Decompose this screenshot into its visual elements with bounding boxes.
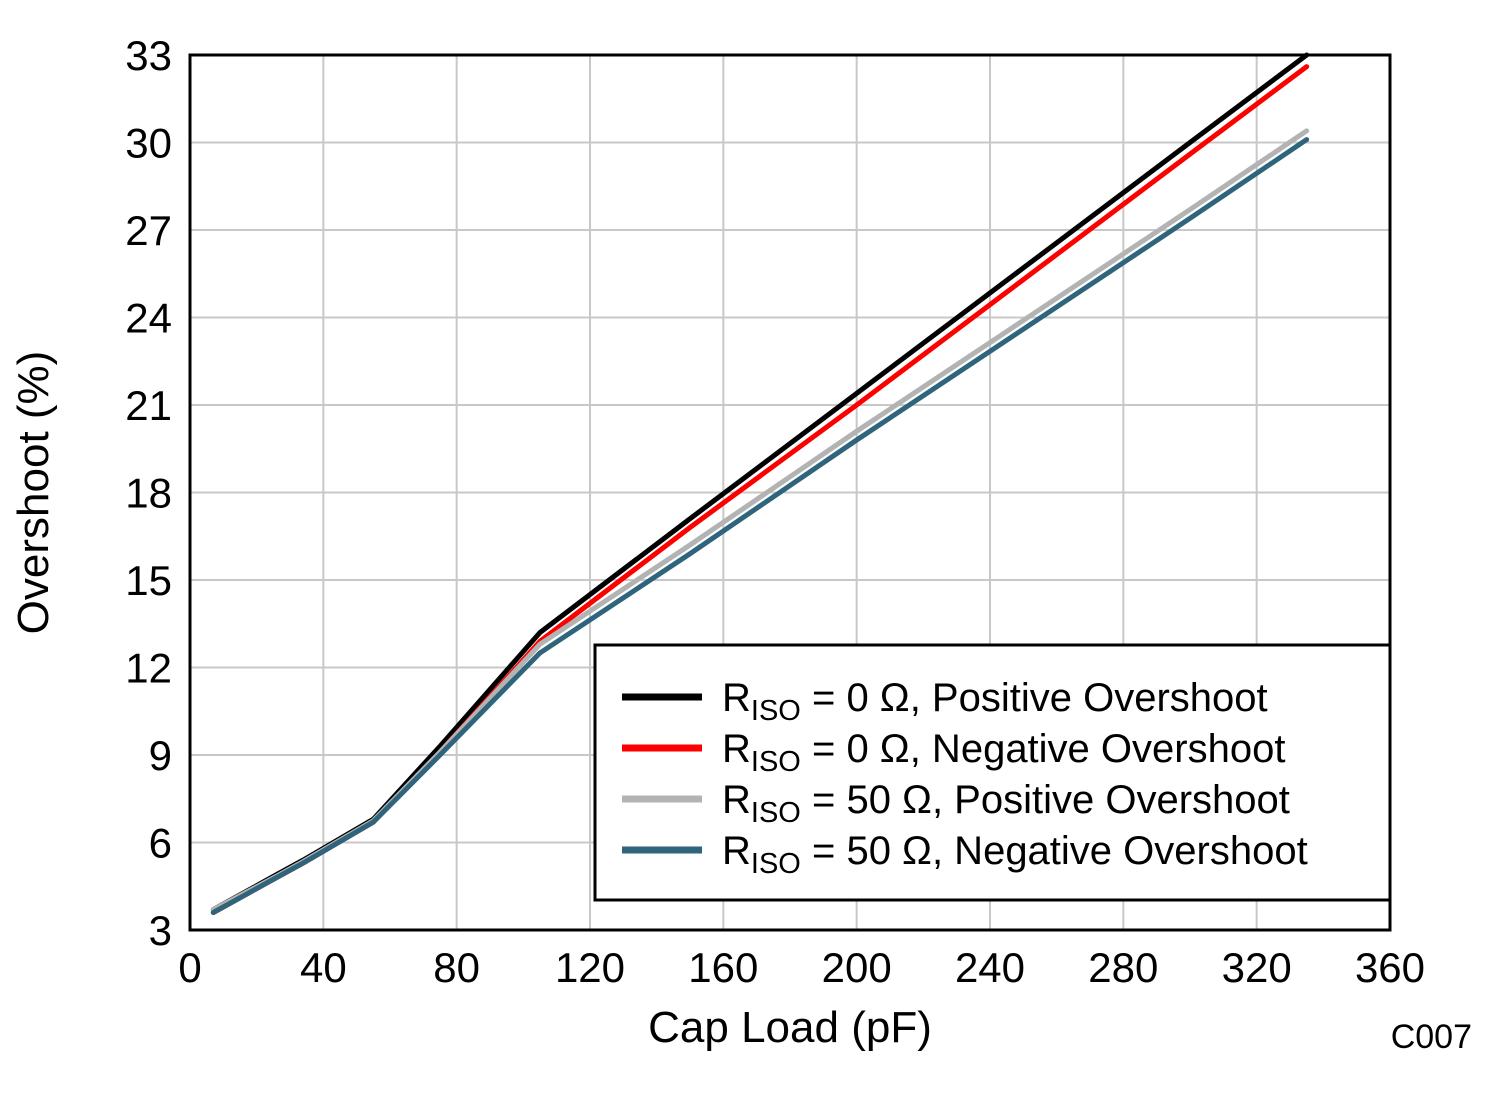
y-tick-label: 15 (125, 557, 172, 604)
y-tick-label: 30 (125, 120, 172, 167)
y-tick-label: 24 (125, 295, 172, 342)
legend-box (593, 643, 1392, 902)
y-tick-label: 9 (149, 732, 172, 779)
legend-label-1: RISO = 0 Ω, Positive Overshoot (722, 676, 1268, 727)
plot-border (188, 53, 1392, 932)
x-tick-label: 120 (555, 944, 625, 991)
y-tick-labels: 3 6 9 12 15 18 21 24 27 30 33 (125, 32, 172, 954)
x-tick-label: 360 (1355, 944, 1425, 991)
x-tick-label: 0 (178, 944, 201, 991)
series-line-4 (210, 137, 1310, 915)
x-tick-label: 80 (433, 944, 480, 991)
legend-label-4: RISO = 50 Ω, Negative Overshoot (722, 829, 1308, 880)
x-tick-label: 160 (688, 944, 758, 991)
x-tick-label: 200 (822, 944, 892, 991)
x-axis-title: Cap Load (pF) (648, 1003, 932, 1052)
y-tick-label: 18 (125, 470, 172, 517)
figure-code: C007 (1391, 1018, 1472, 1056)
x-tick-label: 40 (300, 944, 347, 991)
y-tick-label: 12 (125, 645, 172, 692)
x-tick-label: 240 (955, 944, 1025, 991)
y-tick-label: 6 (149, 820, 172, 867)
y-tick-label: 3 (149, 907, 172, 954)
y-tick-label: 27 (125, 207, 172, 254)
legend-label-2: RISO = 0 Ω, Negative Overshoot (722, 727, 1285, 778)
y-tick-label: 33 (125, 32, 172, 79)
x-tick-label: 280 (1088, 944, 1158, 991)
x-tick-label: 320 (1222, 944, 1292, 991)
x-tick-labels: 0 40 80 120 160 200 240 280 320 360 (178, 944, 1425, 991)
legend-label-3: RISO = 50 Ω, Positive Overshoot (722, 778, 1290, 829)
series-lines (210, 52, 1310, 915)
y-axis-title: Overshoot (%) (9, 351, 58, 635)
y-tick-label: 21 (125, 382, 172, 429)
